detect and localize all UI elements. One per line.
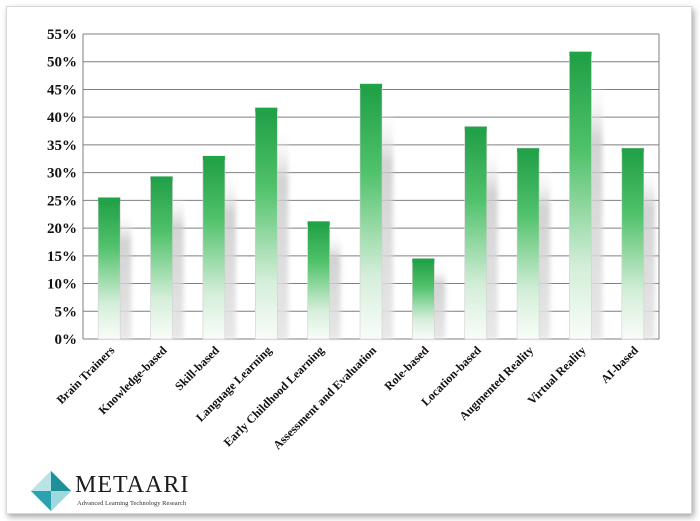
bar-cap xyxy=(464,126,487,131)
bar-cap xyxy=(517,148,540,153)
bar xyxy=(569,51,592,340)
bar-cap xyxy=(360,83,382,88)
x-category-label: AI-based xyxy=(598,343,641,386)
diamond-logo-icon xyxy=(31,471,71,511)
bar-cap xyxy=(412,258,435,263)
metaari-logo: METAARI Advanced Learning Technology Res… xyxy=(29,469,229,513)
y-tick-label: 10% xyxy=(47,277,77,293)
bar xyxy=(254,107,278,340)
y-tick-label: 45% xyxy=(47,82,77,98)
y-tick-label: 40% xyxy=(47,110,77,126)
bar xyxy=(307,221,330,340)
chart-card: 0% 5% 10% 15% 20% 25% 30% 35% 40% 45% 50% 55% Brain… xyxy=(6,6,692,514)
y-tick-label: 0% xyxy=(55,332,78,348)
y-tick-label: 30% xyxy=(47,166,77,182)
logo-tagline: Advanced Learning Technology Research xyxy=(77,500,186,507)
bar xyxy=(516,147,540,340)
bar xyxy=(412,258,435,340)
bar xyxy=(464,126,488,340)
y-tick-label: 20% xyxy=(47,221,77,237)
bar-cap xyxy=(98,197,121,202)
bar-cap xyxy=(150,176,173,181)
y-tick-label: 55% xyxy=(47,27,77,43)
y-tick-layer: 0% 5% 10% 15% 20% 25% 30% 35% 40% 45% 50% 55% xyxy=(47,27,77,348)
bar-cap xyxy=(255,107,278,112)
bar-layer xyxy=(97,51,645,340)
y-tick-label: 15% xyxy=(47,249,77,265)
bar-chart: 0% 5% 10% 15% 20% 25% 30% 35% 40% 45% 50% 55% Brain… xyxy=(47,27,660,452)
x-category-label: Role-based xyxy=(382,343,432,393)
bar-cap xyxy=(621,148,644,153)
bar xyxy=(150,176,173,340)
x-category-label: Skill-based xyxy=(172,343,222,393)
bar-cap xyxy=(307,221,330,226)
bar xyxy=(202,155,226,340)
y-tick-label: 35% xyxy=(47,138,77,154)
logo-name: METAARI xyxy=(75,472,190,498)
x-category-label: Early Childhood Learning xyxy=(221,343,327,449)
bar xyxy=(359,83,383,340)
y-tick-label: 5% xyxy=(55,304,78,320)
bar-cap xyxy=(202,156,225,160)
x-category-label: Assessment and Evaluation xyxy=(270,343,379,452)
y-tick-label: 50% xyxy=(47,55,77,71)
bar xyxy=(621,147,645,340)
y-tick-label: 25% xyxy=(47,193,77,209)
bar-cap xyxy=(569,51,592,56)
bar xyxy=(97,197,121,340)
